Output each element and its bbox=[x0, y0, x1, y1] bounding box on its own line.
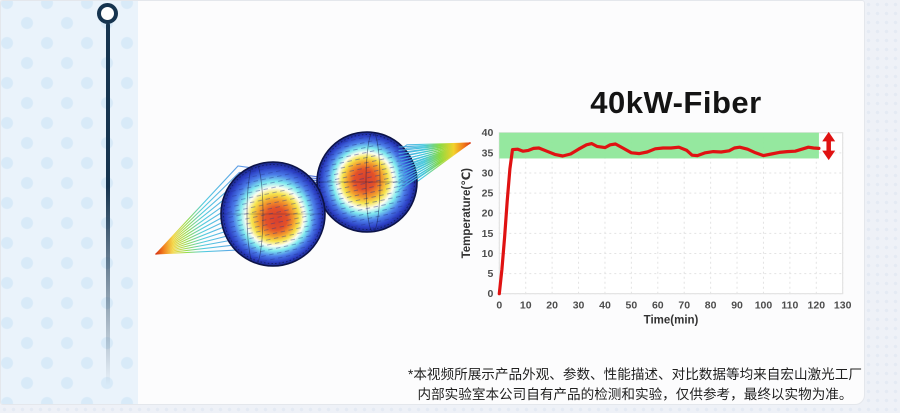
dotted-side-panel bbox=[1, 1, 138, 404]
y-axis-label: Temperature(℃) bbox=[461, 168, 473, 259]
y-tick-label: 15 bbox=[482, 228, 494, 240]
x-tick-label: 90 bbox=[731, 300, 743, 312]
y-tick-label: 5 bbox=[487, 268, 493, 280]
y-tick-label: 0 bbox=[487, 288, 493, 300]
x-tick-label: 50 bbox=[626, 300, 638, 312]
pin-line-icon bbox=[106, 23, 110, 386]
x-tick-label: 110 bbox=[781, 300, 798, 312]
temperature-chart: 0 10 20 30 40 50 60 70 80 90 100 110 120 130 0 5 10 15 20 2… bbox=[461, 127, 852, 327]
x-tick-label: 70 bbox=[678, 300, 690, 312]
x-tick-label: 80 bbox=[705, 300, 717, 312]
content-card: 40kW-Fiber 0 10 20 30 40 50 60 70 80 90 100 110 120 1… bbox=[0, 0, 865, 405]
beam-exit-fan bbox=[398, 142, 471, 191]
x-tick-label: 30 bbox=[573, 300, 585, 312]
x-tick-label: 40 bbox=[599, 300, 611, 312]
y-tick-label: 40 bbox=[482, 127, 494, 139]
disclaimer-text: *本视频所展示产品外观、参数、性能描述、对比数据等均来自宏山激光工厂 内部实验室… bbox=[379, 365, 864, 404]
x-tick-label: 130 bbox=[834, 300, 852, 312]
x-axis-label: Time(min) bbox=[644, 315, 699, 327]
x-tick-label: 20 bbox=[546, 300, 558, 312]
x-tick-label: 60 bbox=[652, 300, 664, 312]
y-tick-label: 35 bbox=[482, 147, 494, 159]
x-tick-label: 100 bbox=[755, 300, 773, 312]
pin-ring-icon bbox=[97, 3, 118, 24]
y-tick-label: 25 bbox=[482, 188, 494, 200]
grid bbox=[498, 132, 844, 295]
y-tick-label: 20 bbox=[482, 208, 494, 220]
y-tick-label: 30 bbox=[482, 167, 494, 179]
y-tick-label: 10 bbox=[482, 248, 494, 260]
temperature-line bbox=[497, 142, 821, 296]
x-tick-label: 10 bbox=[520, 300, 532, 312]
chart-title: 40kW-Fiber bbox=[590, 85, 762, 120]
disclaimer-line-1: *本视频所展示产品外观、参数、性能描述、对比数据等均来自宏山激光工厂 bbox=[408, 367, 862, 382]
lens-left bbox=[220, 161, 326, 267]
lens-beam-simulation-figure bbox=[155, 131, 471, 267]
x-tick-label: 0 bbox=[496, 300, 502, 312]
x-tick-label: 120 bbox=[808, 300, 826, 312]
fluctuation-arrow-icon bbox=[822, 131, 836, 161]
disclaimer-line-2: 内部实验室本公司自有产品的检测和实验，仅供参考，最终以实物为准。 bbox=[417, 387, 853, 403]
beam-exit-ray bbox=[398, 142, 471, 148]
